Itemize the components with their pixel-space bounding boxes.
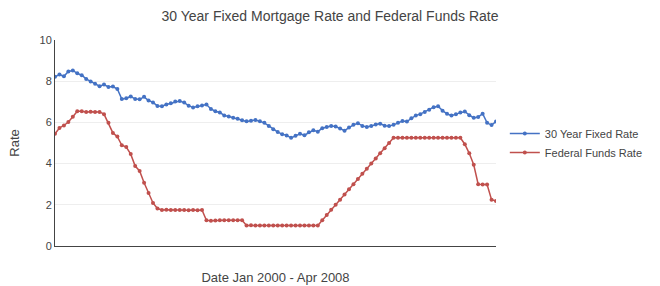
svg-text:8: 8 xyxy=(46,75,52,87)
svg-text:Rate: Rate xyxy=(7,129,22,156)
svg-text:Federal Funds Rate: Federal Funds Rate xyxy=(545,147,642,159)
svg-text:10: 10 xyxy=(40,34,52,46)
svg-text:6: 6 xyxy=(46,116,52,128)
svg-text:2: 2 xyxy=(46,199,52,211)
svg-text:Date Jan 2000 - Apr 2008: Date Jan 2000 - Apr 2008 xyxy=(201,270,349,285)
svg-text:30 Year Fixed Rate: 30 Year Fixed Rate xyxy=(545,128,639,140)
svg-text:0: 0 xyxy=(46,240,52,252)
svg-text:4: 4 xyxy=(46,157,52,169)
svg-text:30 Year Fixed Mortgage Rate an: 30 Year Fixed Mortgage Rate and Federal … xyxy=(162,8,499,24)
